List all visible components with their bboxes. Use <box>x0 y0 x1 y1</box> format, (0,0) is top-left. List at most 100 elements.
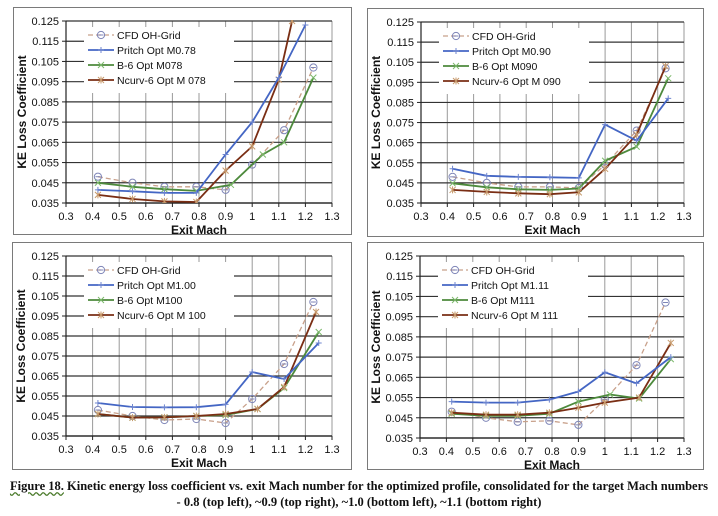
data-point-pritch <box>222 401 229 408</box>
series-line-cfd <box>97 301 314 424</box>
x-tick-label: 0.7 <box>165 211 180 223</box>
data-point-ncurv <box>254 405 261 413</box>
data-point-ncurv <box>662 62 669 70</box>
data-point-pritch <box>193 404 200 411</box>
legend-label: Ncurv-6 Opt M 090 <box>472 76 561 88</box>
data-point-pritch <box>249 369 256 375</box>
x-tick-label: 0.3 <box>412 446 427 458</box>
data-point-b6 <box>310 74 317 81</box>
y-tick-label: 0.055 <box>31 158 59 170</box>
data-point-pritch <box>575 388 582 395</box>
data-point-pritch <box>601 369 608 376</box>
x-tick-label: 1.3 <box>676 446 691 458</box>
data-point-ncurv <box>222 410 229 418</box>
data-point-ncurv <box>222 167 229 175</box>
legend-label: CFD OH-Grid <box>472 31 536 43</box>
x-tick-label: 1 <box>249 211 255 223</box>
series-line-ncurv <box>451 342 672 416</box>
x-tick-label: 1.2 <box>298 211 313 223</box>
data-point-pritch <box>575 174 582 181</box>
series-line-pritch <box>451 356 672 404</box>
y-tick-label: 0.095 <box>31 77 59 89</box>
data-point-cfd <box>93 172 103 181</box>
x-tick-label: 0.5 <box>466 211 481 223</box>
y-tick-label: 0.075 <box>385 352 413 364</box>
caption-text-1: Kinetic energy loss coefficient vs. exit… <box>63 479 709 493</box>
y-tick-label: 0.125 <box>31 16 59 28</box>
legend-marker-ncurv <box>452 77 460 85</box>
data-point-cfd <box>280 359 289 369</box>
y-tick-label: 0.035 <box>386 198 414 210</box>
y-tick-label: 0.055 <box>385 393 413 405</box>
x-tick-label: 0.8 <box>191 444 206 456</box>
legend-marker-ncurv <box>97 76 105 84</box>
legend-box <box>84 262 234 328</box>
legend-marker-ncurv <box>451 311 459 319</box>
y-tick-label: 0.035 <box>31 431 59 443</box>
x-tick-label: 0.9 <box>218 444 233 456</box>
chart-bottom-left: 0.3 0.4 0.5 0.6 0.7 0.8 0.9 1 1.1 1.2 1.3 0.035 0.04… <box>14 251 340 469</box>
series-line-cfd <box>452 68 667 189</box>
y-tick-label: 0.105 <box>386 57 414 69</box>
y-tick-label: 0.055 <box>31 391 59 403</box>
data-point-pritch <box>129 188 136 195</box>
data-point-pritch <box>129 404 136 410</box>
legend-marker-b6 <box>97 296 105 304</box>
y-tick-label: 0.105 <box>31 56 59 68</box>
y-tick-label: 0.035 <box>31 198 59 210</box>
x-tick-label: 0.8 <box>191 211 206 223</box>
x-tick-label: 0.9 <box>218 211 233 223</box>
series-line-ncurv <box>452 65 667 196</box>
chart-panel-bottom-left: 0.3 0.4 0.5 0.6 0.7 0.8 0.9 1 1.1 1.2 1.3 0.035 0.04… <box>12 242 352 470</box>
series-line-b6 <box>451 358 672 417</box>
data-point-ncurv <box>667 339 675 347</box>
series-line-b6 <box>452 77 670 191</box>
x-tick-label: 1.1 <box>271 211 286 223</box>
x-tick-label: 0.4 <box>440 211 455 223</box>
x-tick-label: 1 <box>602 211 608 223</box>
legend-label: Ncurv-6 Opt M 100 <box>117 310 206 322</box>
x-tick-label: 0.6 <box>138 211 153 223</box>
data-point-b6 <box>449 179 456 187</box>
plot-series-group <box>93 297 323 428</box>
data-point-pritch <box>449 165 456 172</box>
series-line-ncurv <box>97 311 317 419</box>
series-line-b6 <box>97 331 320 419</box>
data-point-cfd <box>248 160 257 169</box>
data-point-pritch <box>602 121 609 128</box>
x-tick-label: 0.3 <box>58 211 73 223</box>
y-tick-label: 0.085 <box>31 331 59 343</box>
data-point-pritch <box>514 399 521 406</box>
x-tick-label: 0.3 <box>413 211 428 223</box>
data-point-ncurv <box>575 404 582 412</box>
legend-label: Pritch Opt M1.11 <box>471 280 549 292</box>
x-tick-label: 1.1 <box>624 446 639 458</box>
data-point-cfd <box>221 418 230 428</box>
data-point-b6 <box>633 143 641 151</box>
y-tick-label: 0.095 <box>31 311 59 323</box>
data-point-pritch <box>94 400 101 406</box>
legend-marker-pritch <box>453 48 459 54</box>
x-axis-label: Exit Mach <box>524 458 580 469</box>
y-tick-label: 0.045 <box>386 178 414 190</box>
y-tick-label: 0.105 <box>31 291 59 303</box>
x-tick-label: 0.5 <box>465 446 480 458</box>
data-point-b6 <box>575 398 582 405</box>
series-line-cfd <box>451 302 667 426</box>
y-tick-label: 0.075 <box>31 351 59 363</box>
data-point-cfd <box>248 394 257 404</box>
caption-line-2: - 0.8 (top left), ~0.9 (top right), ~1.0… <box>176 495 542 509</box>
data-point-pritch <box>161 189 168 196</box>
series-line-b6 <box>97 77 315 192</box>
data-point-pritch <box>667 354 674 361</box>
data-point-pritch <box>315 340 322 346</box>
x-tick-label: 0.4 <box>439 446 454 458</box>
legend-marker-pritch <box>98 282 104 288</box>
data-point-ncurv <box>448 409 456 417</box>
data-point-pritch <box>222 151 229 158</box>
x-tick-label: 0.8 <box>545 211 560 223</box>
y-tick-label: 0.085 <box>31 97 59 109</box>
data-point-pritch <box>302 22 309 29</box>
x-tick-label: 1.2 <box>298 444 313 456</box>
x-tick-label: 0.5 <box>112 211 127 223</box>
